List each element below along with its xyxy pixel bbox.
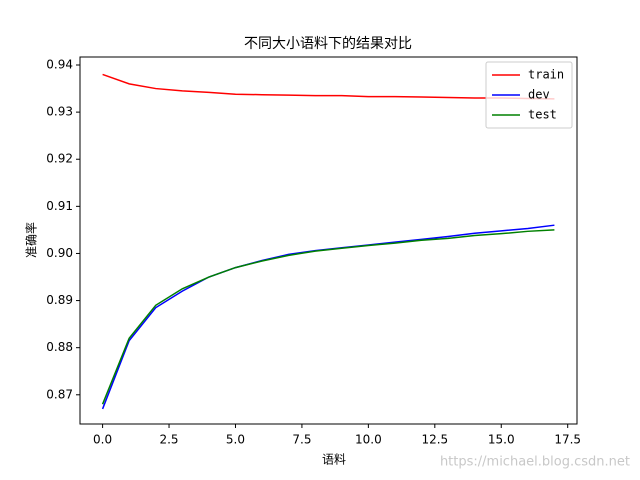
y-tick-label: 0.92 bbox=[46, 152, 73, 166]
legend-label: train bbox=[528, 68, 564, 82]
x-tick-label: 12.5 bbox=[421, 433, 448, 447]
legend-label: test bbox=[528, 108, 557, 122]
chart-title: 不同大小语料下的结果对比 bbox=[244, 36, 412, 52]
x-axis-label: 语料 bbox=[322, 453, 346, 467]
y-tick-label: 0.90 bbox=[46, 246, 73, 260]
y-tick-label: 0.89 bbox=[46, 293, 73, 307]
x-tick-label: 10.0 bbox=[355, 433, 382, 447]
x-tick-label: 0.0 bbox=[93, 433, 112, 447]
legend-label: dev bbox=[528, 88, 550, 102]
x-tick-label: 7.5 bbox=[292, 433, 311, 447]
plot-frame bbox=[79, 56, 578, 425]
series-line bbox=[101, 229, 555, 405]
y-tick-label: 0.87 bbox=[46, 387, 73, 401]
watermark: https://michael.blog.csdn.net bbox=[440, 455, 630, 470]
x-tick-label: 2.5 bbox=[159, 433, 178, 447]
y-tick-label: 0.94 bbox=[46, 58, 73, 72]
y-tick-label: 0.88 bbox=[46, 340, 73, 354]
series-line bbox=[102, 73, 555, 100]
y-axis-label: 准确率 bbox=[24, 222, 39, 258]
y-tick-label: 0.91 bbox=[46, 199, 73, 213]
x-tick-label: 15.0 bbox=[488, 433, 515, 447]
x-tick-label: 17.5 bbox=[554, 433, 581, 447]
legend-box bbox=[485, 61, 573, 129]
y-tick-label: 0.93 bbox=[46, 105, 73, 119]
x-tick-label: 5.0 bbox=[226, 433, 245, 447]
